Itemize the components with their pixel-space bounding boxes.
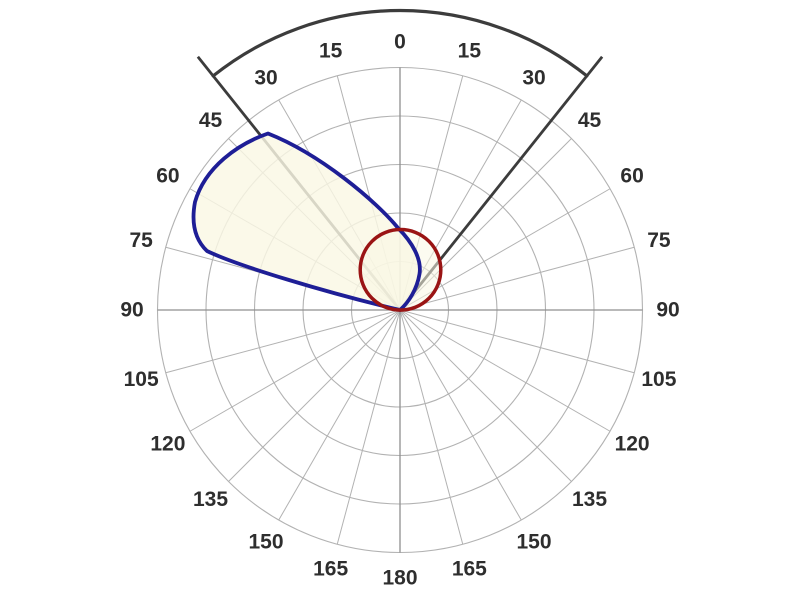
angle-label: 45 xyxy=(578,109,602,132)
grid-radial-line xyxy=(399,309,635,374)
pattern-lobes xyxy=(191,131,443,312)
angle-label: 135 xyxy=(572,488,607,511)
angle-label: 105 xyxy=(124,368,159,391)
angle-label: 135 xyxy=(193,488,228,511)
angle-label: 75 xyxy=(647,229,671,252)
angle-label: 30 xyxy=(254,66,277,89)
grid-radial-line xyxy=(189,309,401,432)
angle-label: 75 xyxy=(129,229,153,252)
angle-labels: 0 15 15 30 30 45 45 60 60 75 75 90 90 105 105 120 120 135… xyxy=(120,31,679,590)
angle-label: 0 xyxy=(394,31,406,54)
angle-label: 30 xyxy=(522,66,545,89)
beam-indicator-arc xyxy=(211,8,589,78)
angle-label: 15 xyxy=(319,40,343,63)
grid-radial-line xyxy=(278,309,401,521)
angle-label: 90 xyxy=(120,299,143,322)
grid-radial-line xyxy=(399,309,464,545)
main-lobe-curve xyxy=(191,131,422,312)
cosine-lobe-fill xyxy=(360,229,441,311)
angle-label: 150 xyxy=(248,531,283,554)
angle-label: 60 xyxy=(620,165,643,188)
angle-label: 165 xyxy=(452,557,487,580)
angle-label: 105 xyxy=(641,368,676,391)
angle-label: 120 xyxy=(615,433,650,456)
grid-radial-line xyxy=(228,309,401,482)
angle-label: 45 xyxy=(199,109,223,132)
cosine-lobe-curve xyxy=(358,227,443,312)
grid-radial-line xyxy=(399,309,611,432)
angle-label: 60 xyxy=(156,165,179,188)
grid-radial-line xyxy=(165,309,401,374)
grid-radial-line xyxy=(399,246,635,311)
angle-label: 90 xyxy=(656,299,679,322)
angle-label: 180 xyxy=(382,567,417,590)
angle-label: 165 xyxy=(313,557,348,580)
grid-radial-line xyxy=(336,309,401,545)
angle-label: 150 xyxy=(516,531,551,554)
grid-radial-line xyxy=(399,309,572,482)
angle-label: 120 xyxy=(150,433,185,456)
angle-label: 15 xyxy=(458,40,482,63)
grid-radial-line xyxy=(399,309,522,521)
